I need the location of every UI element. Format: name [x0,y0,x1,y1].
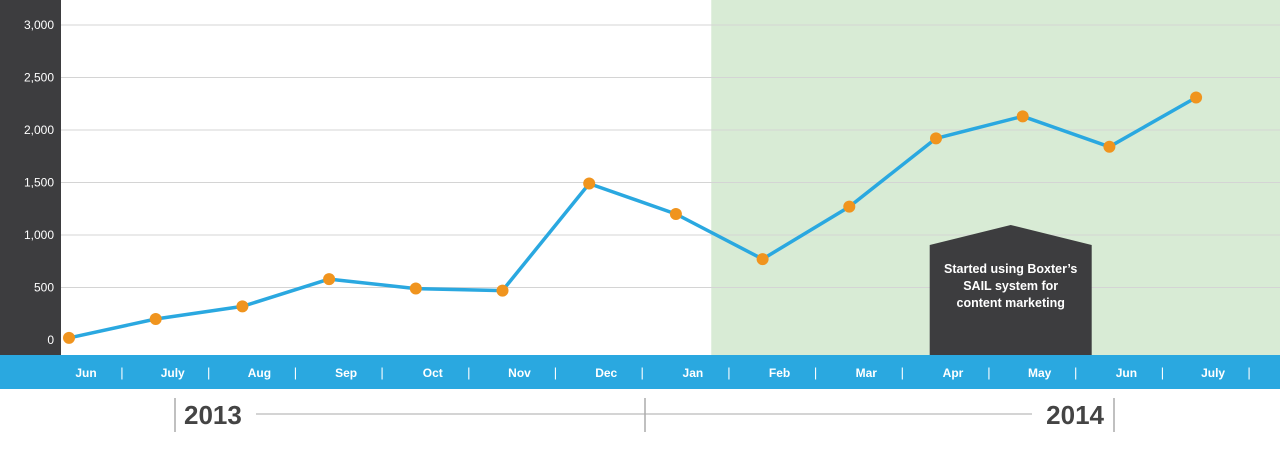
data-point [756,253,769,266]
annotation-line: Started using Boxter’s [944,262,1077,276]
x-tick-separator: | [380,365,383,380]
x-tick-separator: | [294,365,297,380]
x-tick-label: Dec [595,366,617,380]
data-markers [63,91,1203,344]
x-tick-separator: | [901,365,904,380]
x-tick-separator: | [1247,365,1250,380]
y-tick-label: 2,000 [24,123,54,137]
year-label: 2013 [184,400,242,430]
y-axis-panel [0,0,61,355]
annotation-line: content marketing [957,296,1065,310]
y-tick-label: 1,500 [24,176,54,190]
gridlines [61,24,1280,288]
x-tick-label: Mar [856,366,878,380]
data-point [843,200,856,213]
x-tick-label: May [1028,366,1052,380]
data-point [930,132,942,145]
x-tick-separator: | [467,365,470,380]
x-tick-label: Jun [1116,366,1137,380]
x-tick-separator: | [727,365,730,380]
data-point [669,208,682,220]
data-point [1103,140,1116,153]
y-tick-label: 3,000 [24,18,54,32]
x-tick-label: Aug [248,366,271,380]
x-tick-separator: | [1161,365,1164,380]
annotation-callout: Started using Boxter’s SAIL system for con… [929,225,1092,355]
x-tick-separator: | [814,365,817,380]
data-point [409,282,422,295]
y-tick-label: 2,500 [24,71,54,85]
x-tick-separator: | [554,365,557,380]
x-tick-label: Feb [769,366,790,380]
x-tick-label: Oct [423,366,443,380]
x-tick-label: Sep [335,366,357,380]
x-tick-separator: | [641,365,644,380]
data-point [496,284,509,297]
year-labels: 2013 2014 [174,398,1115,432]
x-axis-ticks: Jun | July | Aug | Sep | Oct | Nov | Dec | Jan | Feb | Mar… [75,365,1250,380]
x-tick-label: Nov [508,366,531,380]
annotation-line: SAIL system for [963,279,1058,293]
x-tick-separator: | [1074,365,1077,380]
series-line [67,95,1198,340]
data-point [1016,110,1029,123]
annotation-callout-shape [929,225,1092,355]
data-point [63,331,75,344]
x-tick-separator: | [120,365,123,380]
x-tick-label: Jan [683,366,704,380]
x-tick-separator: | [987,365,990,380]
annotation-text: Started using Boxter’s SAIL system for con… [944,262,1077,310]
x-tick-label: Apr [943,366,964,380]
x-tick-label: July [1201,366,1225,380]
x-tick-label: Jun [75,366,96,380]
y-tick-label: 0 [47,333,54,347]
x-tick-label: July [161,366,185,380]
year-label: 2014 [1046,400,1104,430]
y-tick-label: 1,000 [24,228,54,242]
y-tick-label: 500 [34,281,54,295]
data-point [1190,91,1203,104]
data-point [236,300,249,313]
x-axis-bar [0,355,1280,389]
x-tick-separator: | [207,365,210,380]
data-point [149,313,162,325]
y-axis-ticks: 0 500 1,000 1,500 2,000 2,500 3,000 [24,18,54,347]
data-point [323,273,336,286]
data-point [583,177,596,190]
